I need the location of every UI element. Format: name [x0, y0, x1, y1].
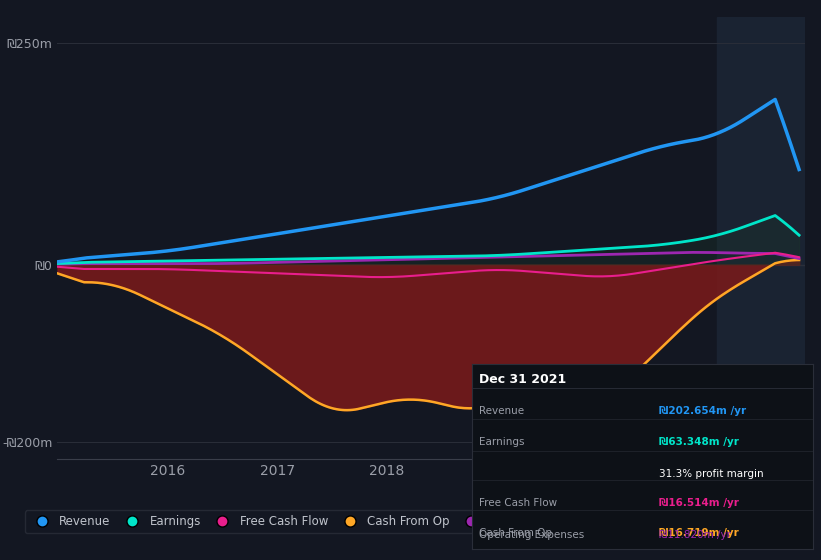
Cash From Op: [167, 307, 177, 314]
Operating Expenses: [664, 250, 674, 256]
Revenue: [475, 198, 485, 204]
Revenue: [510, 189, 520, 196]
Cash From Op: [794, 256, 804, 263]
Earnings: [475, 253, 485, 259]
Text: Revenue: Revenue: [479, 406, 524, 416]
Revenue: [794, 166, 804, 173]
Text: Operating Expenses: Operating Expenses: [479, 530, 584, 540]
Earnings: [510, 251, 520, 258]
Text: ₪63.348m /yr: ₪63.348m /yr: [659, 437, 740, 447]
Free Cash Flow: [478, 267, 488, 274]
Free Cash Flow: [167, 266, 177, 273]
Operating Expenses: [669, 249, 679, 256]
Operating Expenses: [510, 253, 520, 260]
Text: Dec 31 2021: Dec 31 2021: [479, 373, 566, 386]
Free Cash Flow: [794, 254, 804, 260]
Operating Expenses: [686, 249, 695, 256]
Text: 31.3% profit margin: 31.3% profit margin: [659, 469, 764, 479]
Cash From Op: [478, 404, 488, 410]
Operating Expenses: [409, 256, 419, 263]
Line: Operating Expenses: Operating Expenses: [57, 253, 799, 264]
Text: Free Cash Flow: Free Cash Flow: [479, 498, 557, 508]
Revenue: [664, 142, 674, 148]
Cash From Op: [411, 396, 421, 403]
Revenue: [53, 259, 62, 265]
Free Cash Flow: [411, 272, 421, 279]
Revenue: [669, 141, 679, 147]
Free Cash Flow: [512, 267, 522, 274]
Cash From Op: [667, 334, 677, 341]
Cash From Op: [342, 407, 352, 413]
Text: ₪16.719m /yr: ₪16.719m /yr: [659, 528, 739, 538]
Earnings: [770, 212, 780, 219]
Line: Revenue: Revenue: [57, 100, 799, 262]
Operating Expenses: [475, 254, 485, 261]
Bar: [717, 17, 815, 459]
Text: ₪202.654m /yr: ₪202.654m /yr: [659, 406, 746, 416]
Line: Earnings: Earnings: [57, 216, 799, 264]
Text: ₪11.820m /yr: ₪11.820m /yr: [659, 530, 732, 540]
Text: Cash From Op: Cash From Op: [479, 528, 552, 538]
Cash From Op: [672, 329, 681, 336]
Free Cash Flow: [53, 263, 62, 270]
Line: Cash From Op: Cash From Op: [57, 260, 799, 410]
Cash From Op: [512, 393, 522, 399]
Free Cash Flow: [667, 264, 677, 271]
Earnings: [794, 232, 804, 239]
Revenue: [770, 96, 780, 103]
Text: ₪16.514m /yr: ₪16.514m /yr: [659, 498, 740, 508]
Operating Expenses: [794, 255, 804, 262]
Free Cash Flow: [374, 274, 384, 281]
Text: Earnings: Earnings: [479, 437, 525, 447]
Legend: Revenue, Earnings, Free Cash Flow, Cash From Op, Operating Expenses: Revenue, Earnings, Free Cash Flow, Cash …: [25, 511, 612, 533]
Cash From Op: [53, 270, 62, 277]
Earnings: [669, 240, 679, 246]
Earnings: [167, 258, 177, 264]
Free Cash Flow: [770, 249, 780, 256]
Revenue: [409, 208, 419, 215]
Revenue: [167, 247, 177, 254]
Operating Expenses: [53, 261, 62, 268]
Earnings: [664, 240, 674, 247]
Operating Expenses: [167, 260, 177, 267]
Earnings: [409, 254, 419, 260]
Free Cash Flow: [672, 263, 681, 270]
Earnings: [53, 260, 62, 267]
Line: Free Cash Flow: Free Cash Flow: [57, 253, 799, 277]
